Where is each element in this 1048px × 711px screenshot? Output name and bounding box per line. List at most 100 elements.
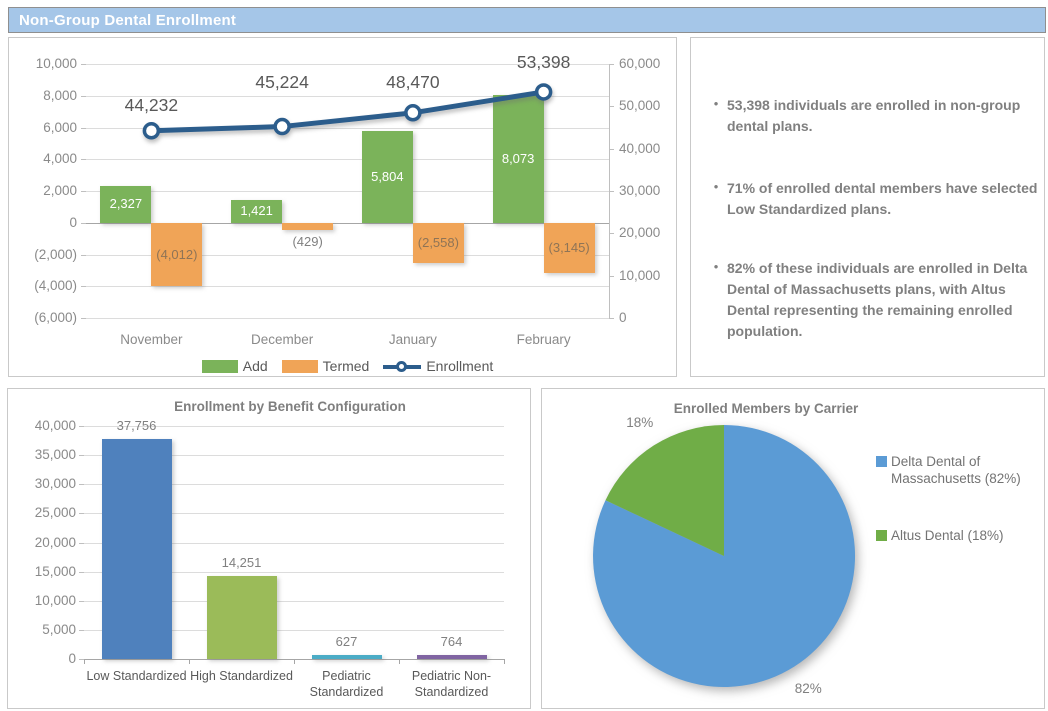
x-axis-label-november: November: [120, 332, 183, 347]
y-axis-tick-label: 35,000: [34, 447, 76, 463]
gridline: [84, 513, 504, 515]
left-axis-tick-label: (2,000): [34, 246, 77, 262]
right-axis-tick-label: 60,000: [619, 56, 661, 71]
y-axis-tick: [79, 426, 84, 427]
x-axis-tick: [189, 659, 190, 664]
y-axis-tick: [79, 629, 84, 631]
insight-bullet-1: • 53,398 individuals are enrolled in non-…: [705, 95, 1038, 137]
add-bar-december: [231, 200, 283, 223]
enrollment-point-label: 48,470: [386, 71, 440, 92]
right-axis-tick: [609, 233, 614, 235]
insight-text: 71% of enrolled dental members have sele…: [727, 180, 1038, 217]
gridline: [86, 286, 609, 288]
termed-bar-november: [151, 222, 203, 287]
left-axis-tick-label: 4,000: [43, 151, 77, 167]
bullet-dot: •: [713, 179, 719, 194]
left-axis-tick: [81, 222, 86, 224]
right-axis-tick: [609, 148, 614, 150]
right-axis-tick-label: 0: [619, 310, 627, 325]
gridline: [86, 318, 609, 319]
pie-legend-swatch: [876, 456, 887, 467]
legend-item-enrollment-label: Enrollment: [426, 358, 494, 374]
add-bar-label: 8,073: [501, 150, 535, 166]
pie-percent-label-2: 18%: [626, 415, 654, 431]
y-axis-tick-label: 20,000: [34, 534, 76, 550]
termed-legend-swatch: [281, 359, 318, 373]
bullet-dot: •: [713, 259, 719, 274]
right-axis-tick-label: 30,000: [619, 183, 661, 198]
benefit-category-label: Pediatric Non- Standardized: [411, 669, 492, 699]
y-axis-tick-label: 5,000: [42, 621, 76, 637]
x-axis-label-february: February: [516, 332, 571, 347]
pie-legend-swatch: [876, 530, 887, 541]
x-axis-tick: [504, 659, 505, 664]
enrollment-trend-chart-panel: 10,000 8,000 6,000 4,000 2,000 0 (2,000) (4,000…: [8, 37, 677, 377]
y-axis-tick: [79, 542, 84, 544]
carrier-chart-title: Enrolled Members by Carrier: [673, 401, 859, 416]
gridline: [84, 629, 504, 631]
x-axis-label-january: January: [388, 332, 437, 347]
add-legend-swatch: [201, 359, 238, 373]
enrollment-point-label: 45,224: [255, 71, 309, 92]
legend-item-add: Add: [201, 358, 268, 374]
benefit-bar-value-label: 37,756: [116, 418, 157, 434]
benefit-bar-2: [206, 575, 277, 659]
right-axis-tick: [609, 275, 614, 277]
add-bar-label: 2,327: [109, 196, 143, 212]
y-axis-tick-label: 30,000: [34, 476, 76, 492]
gridline: [86, 95, 609, 97]
pie-legend-item-1: Delta Dental of Massachusetts (82%): [876, 453, 1036, 487]
insight-bullet-2: • 71% of enrolled dental members have sel…: [705, 178, 1038, 220]
y-axis-tick-label: 15,000: [34, 563, 76, 579]
y-axis-tick-label: 40,000: [34, 418, 76, 433]
x-axis-tick: [399, 659, 400, 664]
y-axis-tick: [79, 513, 84, 515]
left-axis-tick-label: 6,000: [43, 119, 77, 135]
add-bar-label: 5,804: [371, 168, 404, 184]
pie-percent-label-1: 82%: [794, 680, 822, 696]
left-axis-tick: [81, 254, 86, 256]
pie-legend-label: Delta Dental of Massachusetts (82%): [891, 454, 1021, 486]
gridline: [84, 484, 504, 486]
termed-bar-label: (3,145): [548, 239, 590, 255]
insights-panel: • 53,398 individuals are enrolled in non-…: [690, 37, 1045, 377]
termed-bar-label: (429): [292, 233, 323, 249]
legend-item-add-label: Add: [242, 358, 268, 374]
benefit-bar-value-label: 627: [335, 634, 358, 650]
right-axis-tick: [609, 106, 614, 108]
enrollment-line-series: [142, 83, 553, 140]
x-axis-tick: [294, 659, 295, 664]
carrier-pie: [593, 425, 856, 687]
right-axis-tick: [609, 191, 614, 192]
benefit-configuration-chart-panel: Enrollment by Benefit Configuration 40,0…: [7, 388, 531, 709]
termed-bar-december: [282, 222, 334, 230]
termed-bar-february: [543, 222, 595, 273]
y-axis-tick-label: 10,000: [34, 592, 76, 608]
enrollment-legend-swatch: [383, 360, 422, 373]
gridline: [86, 222, 609, 224]
page-title-bar: Non-Group Dental Enrollment: [8, 7, 1046, 33]
pie-legend-item-2: Altus Dental (18%): [876, 527, 1036, 544]
add-bar-november: [100, 185, 152, 223]
carrier-pie-chart-panel: Enrolled Members by Carrier 82% 18% Delta …: [541, 388, 1045, 709]
bullet-dot: •: [713, 96, 719, 111]
x-axis-label-december: December: [250, 332, 314, 347]
left-axis-tick: [81, 127, 86, 129]
legend-item-termed: Termed: [281, 358, 369, 374]
right-axis-tick: [609, 64, 614, 65]
left-axis-tick: [81, 286, 86, 288]
gridline: [84, 600, 504, 602]
left-axis-tick-label: 2,000: [43, 183, 77, 198]
left-axis-tick: [81, 95, 86, 97]
left-axis-tick-label: 10,000: [35, 56, 77, 71]
enrollment-point-label: 53,398: [516, 51, 571, 72]
gridline: [84, 455, 504, 457]
benefit-category-label: Pediatric Standardized: [309, 669, 384, 699]
left-axis-tick: [81, 318, 86, 319]
pie-slice-2: [605, 425, 724, 556]
gridline: [86, 191, 609, 192]
x-axis-tick: [84, 659, 85, 664]
add-bar-january: [361, 130, 413, 223]
benefit-chart-title: Enrollment by Benefit Configuration: [174, 399, 406, 414]
left-axis-tick: [81, 64, 86, 65]
